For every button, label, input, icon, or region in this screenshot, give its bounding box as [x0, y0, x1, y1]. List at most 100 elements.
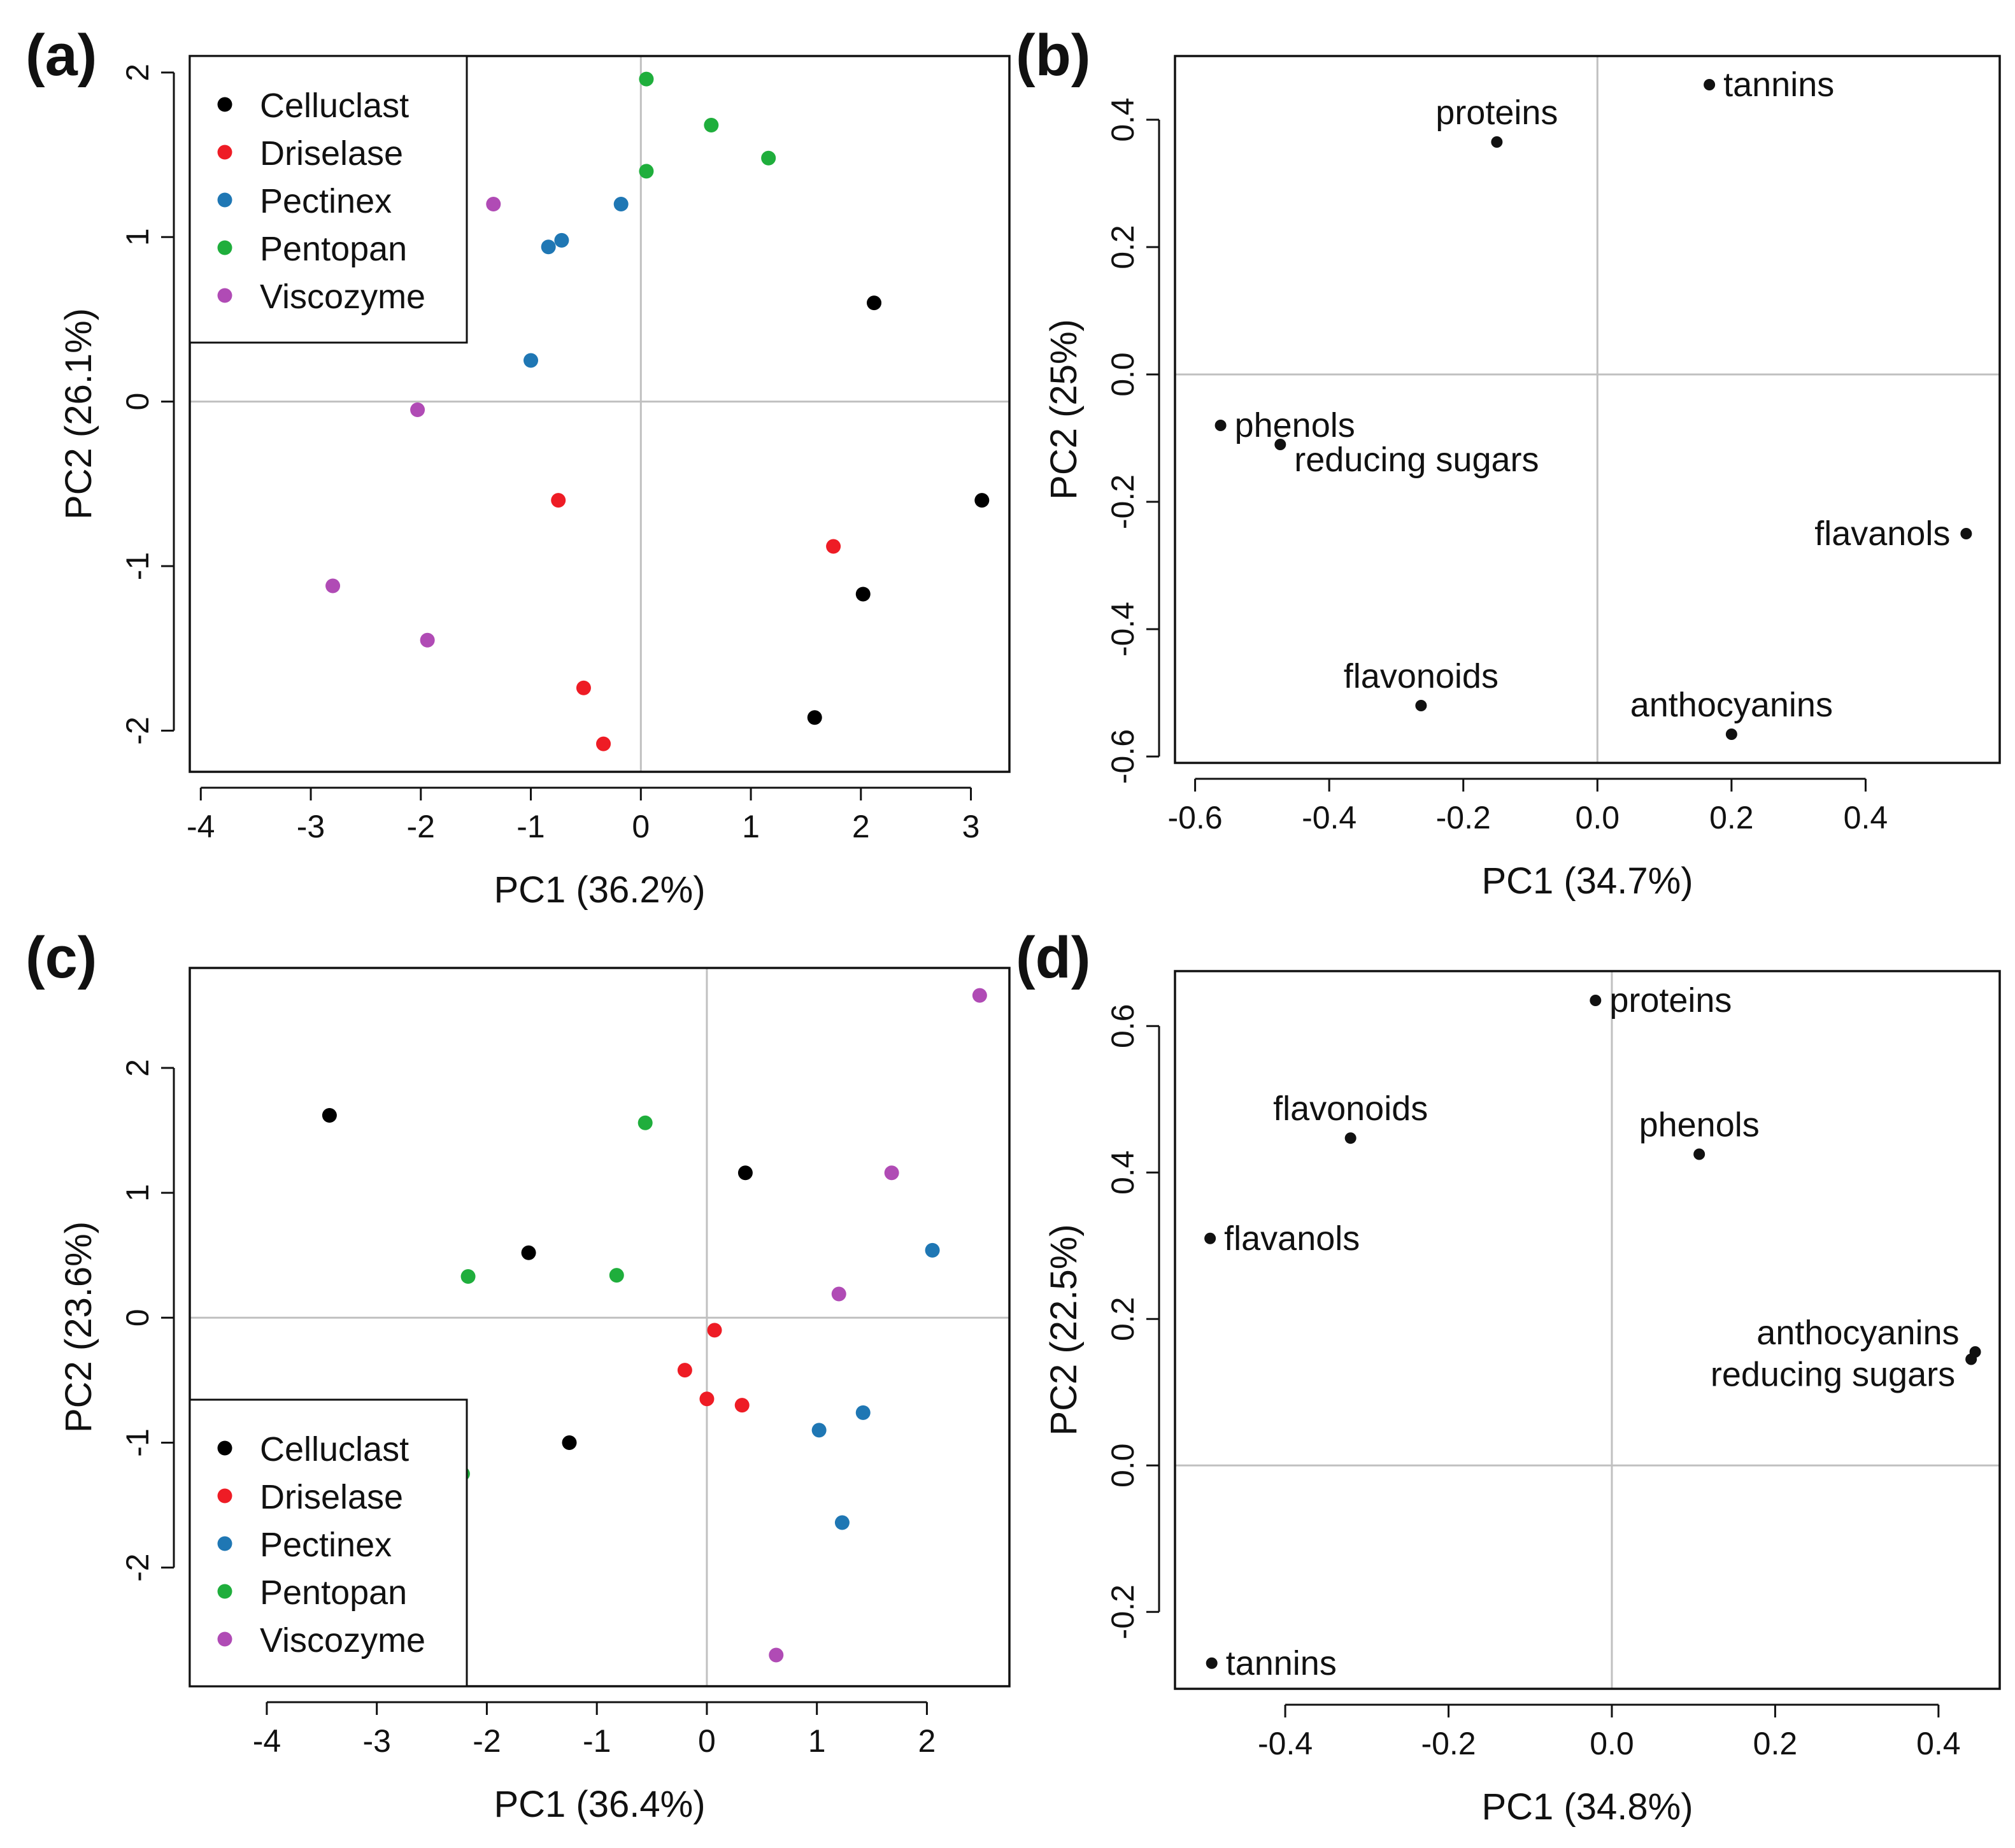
plot-frame: [1174, 55, 2001, 764]
y-tick-label: -0.2: [1105, 1584, 1141, 1639]
y-tick-label: 0.6: [1105, 1004, 1141, 1048]
loading-point: [1704, 79, 1716, 90]
y-tick-label: 0.2: [1105, 225, 1141, 269]
panel-letter-b: (b): [1016, 23, 1090, 88]
data-point-viscozyme: [831, 1286, 846, 1302]
y-tick-label: -2: [120, 716, 155, 744]
y-tick-label: 0: [120, 1309, 155, 1326]
y-tick-label: -2: [120, 1553, 155, 1581]
data-point-pectinex: [925, 1242, 940, 1258]
y-tick-label: 2: [120, 1059, 155, 1077]
y-tick-label: 0.4: [1105, 97, 1141, 142]
data-point-celluclast: [322, 1107, 337, 1123]
legend-box: [189, 1398, 468, 1688]
x-tick-label: 1: [742, 809, 760, 844]
x-axis-title: PC1 (34.8%): [1481, 1786, 1693, 1828]
legend-label-driselase: Driselase: [260, 1478, 403, 1516]
panel-letter-a: (a): [25, 23, 97, 88]
data-point-pectinex: [834, 1515, 850, 1530]
data-point-celluclast: [562, 1435, 577, 1450]
y-tick-label: -0.2: [1105, 474, 1141, 529]
loading-label-reducing-sugars: reducing sugars: [1711, 1356, 1955, 1394]
y-tick-label: -0.6: [1105, 729, 1141, 784]
data-point-viscozyme: [325, 578, 341, 593]
legend-marker-pectinex: [217, 192, 232, 208]
panel-c-score-plot: -4 -3 -2 -1 0 1 2 PC1 (36.4%) -2 -1 0 1 2 PC2 (23.6%)…: [58, 967, 1011, 1825]
loading-label-phenols: phenols: [1639, 1106, 1760, 1144]
loading-point: [1960, 528, 1972, 539]
loading-label-proteins: proteins: [1609, 981, 1732, 1020]
data-point-pectinex: [811, 1423, 827, 1438]
legend-marker-driselase: [217, 1488, 232, 1503]
y-tick-label: 1: [120, 1184, 155, 1202]
loading-label-flavonoids: flavonoids: [1273, 1090, 1428, 1128]
data-point-driselase: [699, 1391, 715, 1407]
data-point-celluclast: [855, 586, 871, 602]
y-axis-title: PC2 (23.6%): [58, 1221, 99, 1433]
data-point-pentopan: [704, 118, 719, 133]
panel-a-score-plot: -4 -3 -2 -1 0 1 2 3 PC1 (36.2%) -2 -1 0 1 2 PC2 (26.1%…: [58, 55, 1011, 911]
loading-label-flavanols: flavanols: [1814, 515, 1950, 553]
y-tick-label: 0.4: [1105, 1150, 1141, 1195]
x-tick-label: 0.4: [1916, 1726, 1961, 1761]
panel-letter-c: (c): [25, 925, 97, 990]
data-point-viscozyme: [486, 197, 501, 212]
data-point-pentopan: [609, 1268, 624, 1283]
x-tick-label: -0.4: [1302, 800, 1356, 835]
legend-marker-pectinex: [217, 1536, 232, 1551]
data-point-pentopan: [637, 1115, 653, 1130]
legend-marker-viscozyme: [217, 288, 232, 303]
y-tick-label: 0.0: [1105, 352, 1141, 397]
data-point-driselase: [576, 680, 591, 695]
data-point-pentopan: [639, 164, 654, 179]
y-tick-label: 0.0: [1105, 1443, 1141, 1488]
loading-label-proteins: proteins: [1435, 94, 1558, 132]
x-tick-label: 3: [962, 809, 980, 844]
data-point-pectinex: [523, 353, 539, 368]
y-tick-label: 0: [120, 393, 155, 411]
data-point-celluclast: [737, 1165, 753, 1181]
x-tick-label: 0.2: [1709, 800, 1754, 835]
legend-marker-celluclast: [217, 1440, 232, 1456]
legend-label-pectinex: Pectinex: [260, 1526, 392, 1564]
y-axis-title: PC2 (22.5%): [1043, 1224, 1085, 1435]
x-tick-label: -3: [362, 1723, 390, 1759]
legend-label-viscozyme: Viscozyme: [260, 278, 425, 316]
data-point-viscozyme: [769, 1647, 784, 1663]
x-tick-label: 0: [632, 809, 650, 844]
data-point-viscozyme: [420, 632, 435, 648]
data-point-driselase: [596, 736, 611, 751]
loading-label-tannins: tannins: [1723, 66, 1834, 104]
loading-point: [1725, 729, 1737, 740]
x-tick-label: 1: [808, 1723, 826, 1759]
legend-marker-driselase: [217, 145, 232, 160]
loading-label-flavonoids: flavonoids: [1344, 657, 1499, 695]
y-axis-title: PC2 (25%): [1043, 319, 1085, 500]
x-tick-label: -4: [253, 1723, 281, 1759]
plot-frame: [189, 967, 1011, 1688]
panel-letter-d: (d): [1016, 925, 1090, 990]
x-tick-label: 0: [698, 1723, 716, 1759]
data-point-celluclast: [807, 710, 822, 725]
x-tick-label: 0.2: [1753, 1726, 1798, 1761]
loading-label-anthocyanins: anthocyanins: [1630, 686, 1833, 724]
legend-label-pectinex: Pectinex: [260, 182, 392, 220]
data-point-pentopan: [639, 71, 654, 87]
loading-point: [1204, 1232, 1216, 1244]
loading-point: [1965, 1353, 1977, 1365]
data-point-pectinex: [613, 197, 629, 212]
y-tick-label: -1: [120, 1428, 155, 1456]
loading-point: [1214, 420, 1227, 431]
data-point-driselase: [734, 1398, 750, 1413]
x-axis-title: PC1 (36.2%): [494, 869, 705, 911]
legend-label-pentopan: Pentopan: [260, 1574, 407, 1612]
x-tick-label: 2: [918, 1723, 936, 1759]
y-tick-label: -1: [120, 552, 155, 580]
y-tick-label: 1: [120, 228, 155, 246]
x-tick-label: -2: [473, 1723, 501, 1759]
y-tick-label: -0.4: [1105, 602, 1141, 657]
legend-label-driselase: Driselase: [260, 134, 403, 173]
legend-marker-pentopan: [217, 240, 232, 255]
loading-label-anthocyanins: anthocyanins: [1756, 1314, 1959, 1352]
